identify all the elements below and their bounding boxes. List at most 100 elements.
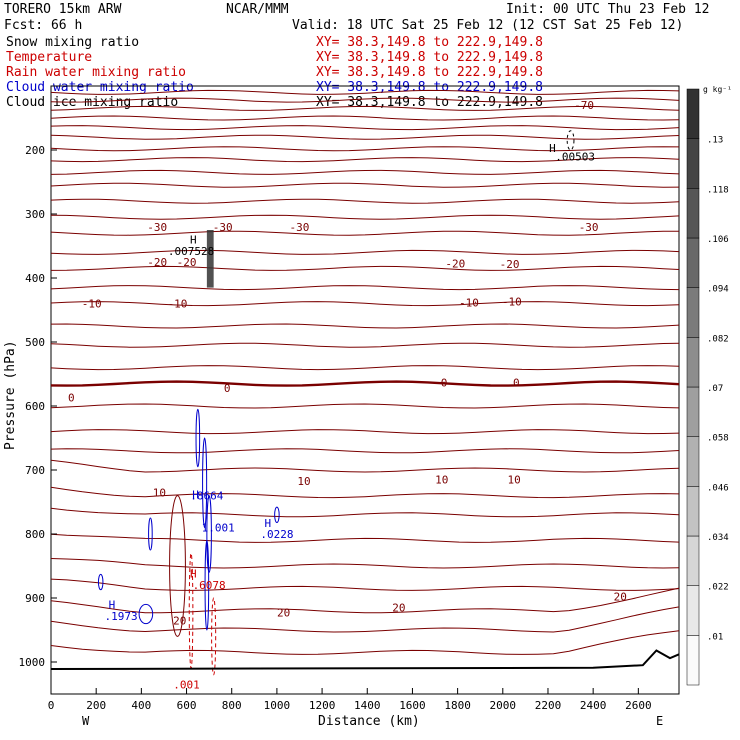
isotherm-line (50, 587, 680, 614)
field-snow-xy: XY= 38.3,149.8 to 222.9,149.8 (316, 35, 543, 50)
isotherm-label: -20 (147, 256, 167, 269)
y-tick-label: 800 (25, 528, 45, 541)
isotherm-label: 0 (224, 382, 231, 395)
x-tick-label: 2200 (535, 699, 562, 712)
high-marker: H (190, 568, 197, 581)
isotherm-line (50, 97, 680, 103)
isotherm-line (50, 507, 680, 518)
isotherm-line (50, 380, 680, 387)
x-tick-label: 1600 (399, 699, 426, 712)
hydrometeor-contour (211, 597, 217, 676)
isotherm-line (50, 249, 680, 255)
colorbar-bin (686, 535, 700, 586)
x-tick-label: 0 (48, 699, 55, 712)
isotherm-label: 20 (277, 607, 290, 620)
isotherm-label: 20 (614, 591, 627, 604)
field-rain-xy: XY= 38.3,149.8 to 222.9,149.8 (316, 65, 543, 80)
isotherm-line (50, 134, 680, 140)
isotherm-label: 20 (392, 602, 405, 615)
model-title: TORERO 15km ARW (4, 2, 122, 17)
field-cloudwater-xy: XY= 38.3,149.8 to 222.9,149.8 (316, 80, 543, 95)
colorbar-tick-label: .118 (707, 185, 729, 195)
maximum-value-label: .0228 (260, 528, 293, 541)
high-marker: H (192, 488, 199, 501)
isotherm-label: 0 (68, 392, 75, 405)
isotherm-line (50, 429, 680, 435)
isotherm-label: -20 (445, 257, 465, 270)
maximum-value-label: .001 (173, 678, 200, 691)
colorbar-tick-label: .094 (707, 285, 729, 295)
colorbar: .01 .022 .034 .046 .058 .07 .082 .094 .106 .118 .1… (686, 88, 729, 686)
hydrometeor-contour (566, 130, 575, 151)
colorbar-bin (686, 585, 700, 636)
terrain-line (50, 649, 680, 671)
maximum-value-label: .007528 (168, 245, 214, 258)
maximum-value-label: .6078 (193, 579, 226, 592)
isotherm-label: -30 (147, 221, 167, 234)
hydrometeor-contours (97, 130, 575, 676)
isotherm-line (50, 301, 680, 307)
colorbar-bin (686, 337, 700, 388)
x-tick-label: 1200 (309, 699, 336, 712)
colorbar-bin (686, 436, 700, 487)
field-snow-label: Snow mixing ratio (6, 35, 139, 50)
colorbar-tick-label: .106 (707, 235, 729, 245)
isotherm-label: -30 (213, 221, 233, 234)
isotherm-label: -10 (459, 296, 479, 309)
isotherm-line (50, 105, 680, 111)
isotherm-line (50, 265, 680, 271)
init-time: Init: 00 UTC Thu 23 Feb 12 (506, 2, 710, 17)
maximum-value-label: .1973 (104, 610, 137, 623)
y-tick-label: 600 (25, 400, 45, 413)
isotherm-line (50, 115, 680, 121)
maximum-value-label: 1.001 (202, 522, 235, 535)
contour-labels: -70 -30 -30 -30 -30 -20 -20 -20 -20 -10 -10 -10 -10 0… (68, 99, 627, 691)
y-tick-label: 200 (25, 144, 45, 157)
org-label: NCAR/MMM (226, 2, 289, 17)
y-tick-label: 500 (25, 336, 45, 349)
isotherm-label: 20 (173, 614, 186, 627)
west-end-label: W (82, 714, 90, 728)
isotherm-contours (50, 89, 680, 655)
field-cloudice-label: Cloud ice mixing ratio (6, 95, 178, 110)
isotherm-line (50, 533, 680, 543)
x-tick-label: 600 (177, 699, 197, 712)
isotherm-line (50, 486, 680, 499)
isotherm-label: 10 (153, 486, 166, 499)
y-tick-label: 900 (25, 592, 45, 605)
isotherm-line (50, 146, 680, 152)
isotherm-line (50, 403, 680, 409)
isotherm-label: -70 (574, 99, 594, 112)
x-tick-label: 800 (222, 699, 242, 712)
colorbar-tick-label: .058 (707, 434, 729, 444)
high-marker: H (109, 598, 116, 611)
x-tick-label: 2000 (490, 699, 517, 712)
high-marker: H (549, 142, 556, 155)
isotherm-line (50, 89, 680, 95)
field-cloudwater-label: Cloud water mixing ratio (6, 80, 194, 95)
colorbar-bin (686, 138, 700, 189)
isotherm-line (50, 169, 680, 175)
forecast-hour: Fcst: 66 h (4, 18, 82, 33)
x-tick-label: 2400 (580, 699, 607, 712)
isotherm-line (50, 157, 680, 163)
isotherm-line (50, 125, 680, 131)
isotherm-label: -10 (82, 298, 102, 311)
colorbar-tick-label: .022 (707, 583, 729, 593)
isotherm-label: 10 (507, 474, 520, 487)
x-tick-label: 1800 (444, 699, 471, 712)
isotherm-label: -10 (502, 296, 522, 309)
colorbar-bin (686, 237, 700, 288)
hydrometeor-contour (195, 408, 201, 468)
isotherm-line (50, 214, 680, 220)
colorbar-tick-label: .13 (707, 136, 723, 146)
isotherm-line (50, 230, 680, 236)
colorbar-bin (686, 486, 700, 537)
field-rain-label: Rain water mixing ratio (6, 65, 186, 80)
maximum-value-label: .00503 (555, 150, 595, 163)
isotherm-line (50, 198, 680, 204)
high-marker: H (190, 234, 197, 247)
x-tick-label: 1400 (354, 699, 381, 712)
colorbar-bin (686, 88, 700, 139)
